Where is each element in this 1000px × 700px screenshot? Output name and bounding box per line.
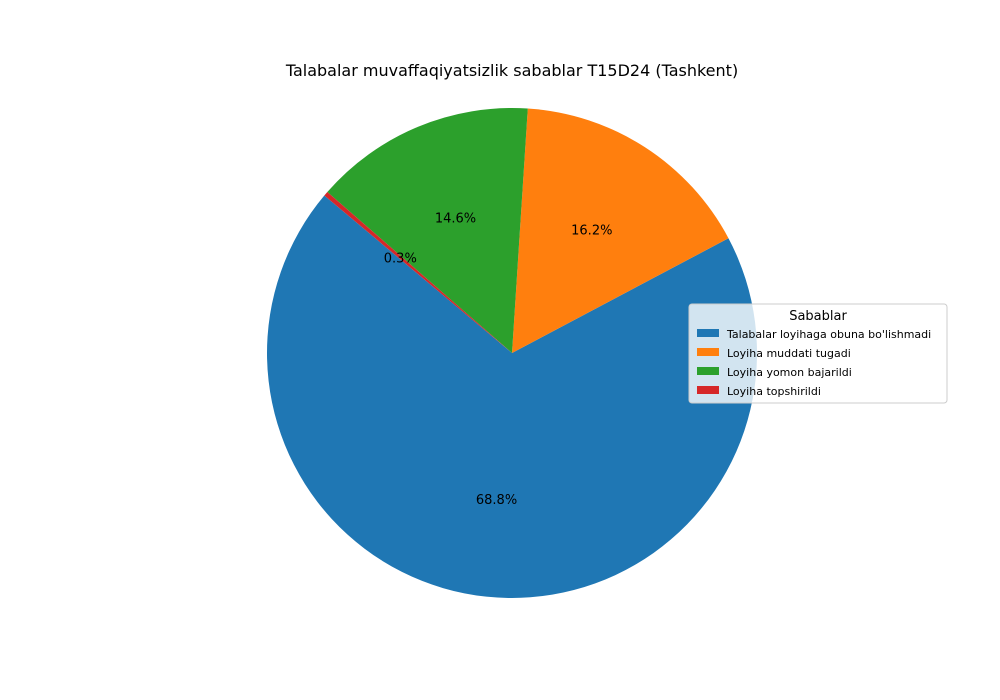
legend-swatch [697,386,719,394]
pie-slice-loyiha-muddati-tugadi [512,108,729,353]
legend-title: Sabablar [789,309,847,324]
percent-label: 0.3% [384,251,417,266]
legend-swatch [697,367,719,375]
pie-slices [266,108,757,598]
pie-slice-loyiha-yomon-bajarildi [327,108,528,353]
legend-items: Talabalar loyihaga obuna bo'lishmadi Loyi… [697,328,931,398]
percent-labels: 68.8% 16.2% 14.6% 0.3% [384,211,613,508]
legend-label: Loyiha muddati tugadi [727,347,851,360]
pie-slice-talabalar-loyihaga-obuna-bo-lishmadi [266,195,757,598]
legend-swatch [697,348,719,356]
percent-label: 68.8% [476,493,517,508]
legend-label: Talabalar loyihaga obuna bo'lishmadi [726,328,931,341]
legend: Sabablar Talabalar loyihaga obuna bo'lis… [688,303,948,404]
chart-title: Talabalar muvaffaqiyatsizlik sabablar T1… [285,61,738,80]
legend-swatch [697,329,719,337]
legend-label: Loyiha topshirildi [727,385,821,398]
pie-slice-loyiha-topshirildi [324,192,512,353]
percent-label: 16.2% [571,224,612,239]
percent-label: 14.6% [435,211,476,226]
legend-frame [688,303,948,404]
legend-label: Loyiha yomon bajarildi [727,366,852,379]
